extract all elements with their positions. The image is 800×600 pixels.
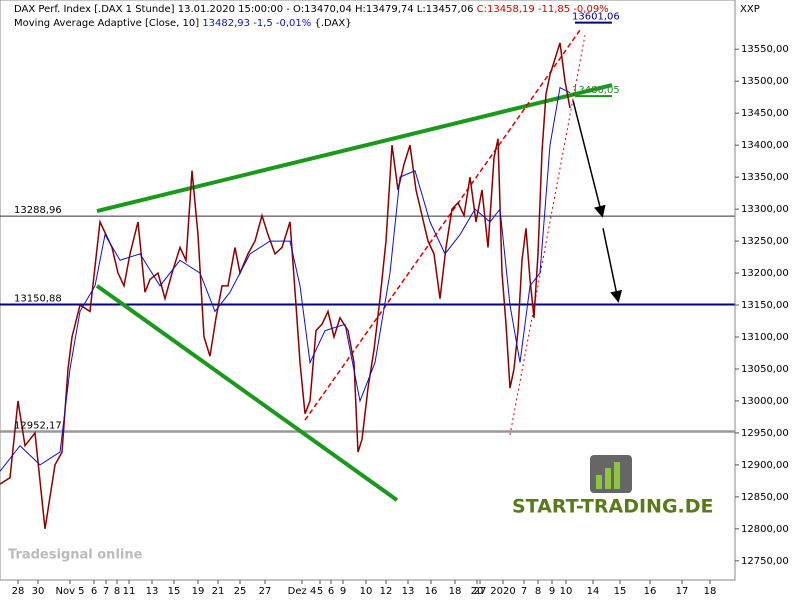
y-tick-label: 13250,00 [741,236,789,247]
x-tick-label: 15 [614,586,627,597]
x-tick-label: Nov 5 [55,586,84,597]
x-tick-label: 11 [123,586,136,597]
level-label: 12952,17 [14,421,62,432]
header-line1: DAX Perf. Index [.DAX 1 Stunde] 13.01.20… [14,4,609,15]
level-label: 13150,88 [14,293,62,304]
header-suffix: {.DAX} [314,18,351,29]
x-tick-label: 14 [587,586,600,597]
x-tick-label: 7 [103,586,109,597]
y-tick-label: 12900,00 [741,460,789,471]
x-tick-label: 19 [192,586,205,597]
x-tick-label: 25 [234,586,247,597]
x-tick-label: 6 [91,586,97,597]
x-tick-label: 16 [644,586,657,597]
header-text: DAX Perf. Index [.DAX 1 Stunde] 13.01.20… [14,4,473,15]
header-change: C:13458,19 -11,85 -0,09% [477,4,609,15]
logo-icon [614,462,620,489]
x-tick-label: 18 [704,586,717,597]
trendline [602,228,623,303]
x-tick-label: 17 [676,586,689,597]
y-tick-label: 13350,00 [741,172,789,183]
x-tick-label: 13 [146,586,159,597]
x-tick-label: 10 [360,586,373,597]
logo-group: START-TRADING.DE [512,455,714,518]
header-value: 13482,93 -1,5 -0,01% [202,18,311,29]
x-tick-label: 8 [114,586,120,597]
series-line [0,86,571,472]
x-tick-label: 20 [471,586,484,597]
level-label: 13288,96 [14,205,62,216]
x-tick-label: 5 [317,586,323,597]
x-tick-label: 16 [425,586,438,597]
y-tick-label: 13550,00 [741,44,789,55]
x-tick-label: 28 [12,586,25,597]
x-tick-label: 27 [474,586,487,597]
y-tick-label: 13300,00 [741,204,789,215]
y-tick-label: 13400,00 [741,140,789,151]
x-tick-label: 27 [259,586,272,597]
trendline [95,284,399,502]
y-tick-label: 13150,00 [741,300,789,311]
x-tick-label: 6 [328,586,334,597]
x-tick-label: 12 [380,586,393,597]
y-tick-label: 13500,00 [741,76,789,87]
y-tick-label: 13000,00 [741,396,789,407]
price-marker-label: 13486,05 [572,85,620,96]
logo-icon [605,468,611,489]
x-tick-label: 10 [560,586,573,597]
x-tick-label: 9 [340,586,346,597]
y-tick-label: 13200,00 [741,268,789,279]
x-tick-label: 8 [535,586,541,597]
x-tick-label: 13 [402,586,415,597]
price-marker-label: 13601,06 [572,12,620,23]
axis-code: XXP [740,4,760,15]
series-line [0,42,571,529]
y-tick-label: 12800,00 [741,524,789,535]
y-tick-label: 13100,00 [741,332,789,343]
x-tick-label: 2020 [490,586,515,597]
y-tick-label: 13450,00 [741,108,789,119]
y-tick-label: 12950,00 [741,428,789,439]
platform-logo: Tradesignal online [8,548,143,563]
y-tick-label: 12750,00 [741,556,789,567]
header-line2: Moving Average Adaptive [Close, 10] 1348… [14,18,352,29]
y-tick-label: 13050,00 [741,364,789,375]
x-tick-label: 18 [449,586,462,597]
x-tick-label: Dez 4 [288,586,317,597]
x-tick-label: 15 [168,586,181,597]
x-tick-label: 30 [32,586,45,597]
header-text: Moving Average Adaptive [Close, 10] [14,18,199,29]
logo-text: START-TRADING.DE [512,496,714,518]
x-tick-label: 9 [549,586,555,597]
y-tick-label: 12850,00 [741,492,789,503]
x-tick-label: 21 [212,586,225,597]
x-tick-label: 7 [521,586,527,597]
trendline [572,100,606,218]
logo-icon [596,475,602,489]
